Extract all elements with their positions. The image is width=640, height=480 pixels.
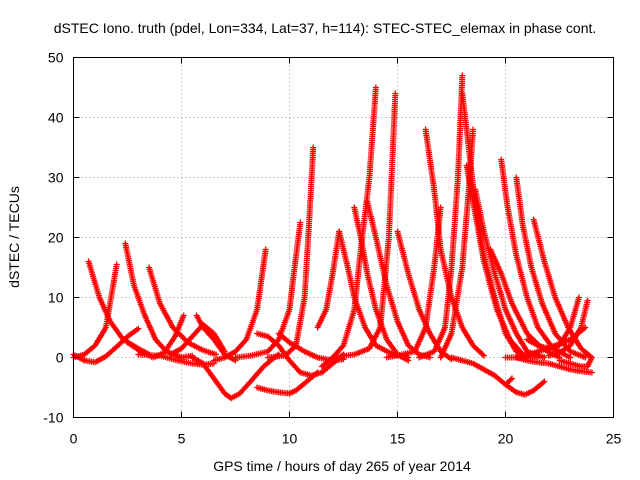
series-arc-08: [167, 321, 228, 358]
series-arc-32: [498, 156, 574, 361]
data-marks: [556, 354, 595, 370]
data-marks: [524, 294, 582, 352]
series-arc-21: [329, 90, 399, 361]
y-tick-label: -10: [43, 410, 63, 426]
series-arc-10: [189, 351, 282, 402]
data-marks: [502, 375, 515, 388]
x-tick-label: 0: [70, 431, 78, 447]
data-marks: [146, 264, 220, 358]
series-arc-36: [502, 375, 515, 388]
series-arc-39: [545, 297, 591, 359]
y-tick-label: 20: [48, 230, 64, 246]
data-marks: [329, 90, 399, 361]
data-marks: [394, 228, 455, 363]
series-arc-04: [122, 240, 196, 361]
y-tick-label: 30: [48, 170, 64, 186]
data-marks: [463, 162, 541, 361]
series-arc-19: [336, 228, 412, 361]
x-axis-title: GPS time / hours of day 265 of year 2014: [213, 458, 471, 474]
axis-ticks: 0 5 10 15 20 25 -10 0 10 20 30 40 50: [43, 50, 621, 447]
series-arc-05: [146, 264, 220, 358]
data-marks: [498, 156, 574, 361]
data-marks: [351, 204, 412, 364]
y-tick-label: 0: [56, 350, 64, 366]
x-tick-label: 5: [178, 431, 186, 447]
series-arc-20: [351, 204, 412, 364]
chart-title: dSTEC Iono. truth (pdel, Lon=334, Lat=37…: [54, 20, 597, 36]
y-tick-label: 40: [48, 110, 64, 126]
series-arc-14: [254, 369, 321, 397]
series-arc-41: [524, 294, 582, 352]
data-points: [70, 72, 595, 402]
data-marks: [314, 228, 343, 331]
series-arc-40: [556, 354, 595, 370]
data-marks: [530, 216, 595, 361]
data-marks: [135, 351, 217, 368]
series-arc-18: [318, 84, 379, 370]
series-arc-15: [264, 144, 317, 361]
series-arc-29: [463, 162, 541, 361]
data-marks: [264, 144, 317, 361]
x-tick-label: 20: [498, 431, 514, 447]
series-arc-11: [210, 246, 269, 364]
data-marks: [254, 369, 321, 397]
data-marks: [318, 84, 379, 370]
y-tick-label: 50: [48, 50, 64, 66]
data-marks: [545, 297, 591, 359]
data-marks: [189, 351, 282, 402]
data-marks: [122, 240, 196, 361]
y-tick-label: 10: [48, 290, 64, 306]
data-marks: [167, 321, 228, 358]
x-tick-label: 25: [606, 431, 622, 447]
series-arc-17: [314, 228, 343, 331]
data-marks: [336, 228, 412, 361]
y-axis-title: dSTEC / TECUs: [6, 186, 22, 288]
series-arc-07: [135, 351, 217, 368]
data-marks: [210, 246, 269, 364]
series-arc-34: [530, 216, 595, 361]
series-arc-24: [394, 228, 455, 363]
x-tick-label: 10: [282, 431, 298, 447]
x-tick-label: 15: [390, 431, 406, 447]
